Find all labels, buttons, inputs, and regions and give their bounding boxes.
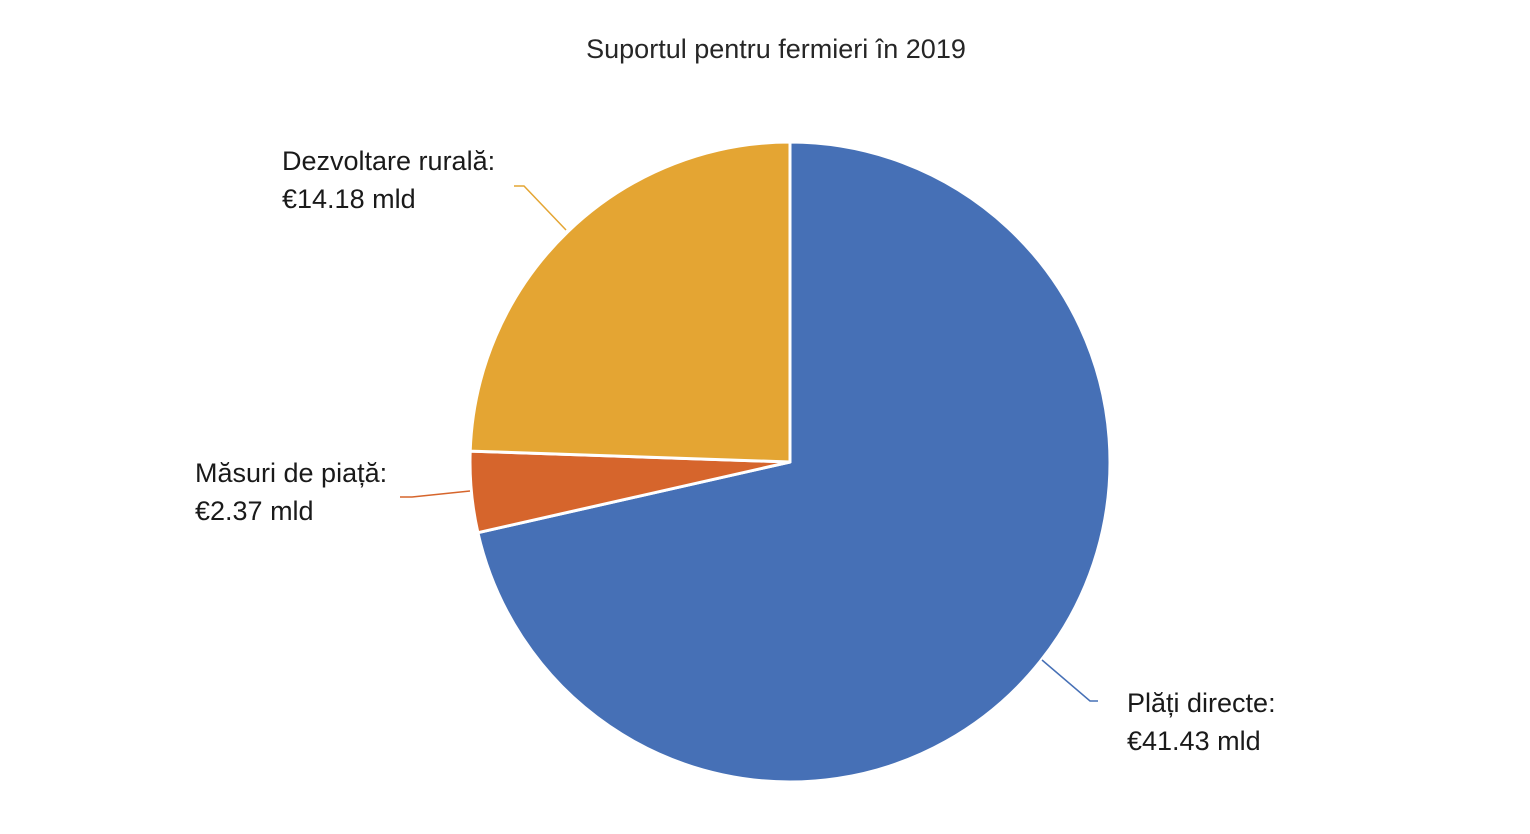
data-label-dezvoltare-rurala-category: Dezvoltare rurală: bbox=[282, 146, 495, 176]
leader-line-plati-directe bbox=[1041, 659, 1098, 702]
pie-slice-plati-directe bbox=[476, 140, 1112, 784]
data-label-masuri-de-piata-category: Măsuri de piață: bbox=[195, 458, 387, 488]
data-label-plati-directe: Plăți directe: €41.43 mld bbox=[1127, 688, 1276, 756]
leader-line-masuri-de-piata bbox=[400, 490, 471, 498]
leader-line-dezvoltare-rurala bbox=[514, 185, 567, 231]
data-label-plati-directe-category: Plăți directe: bbox=[1127, 688, 1276, 718]
data-label-masuri-de-piata: Măsuri de piață: €2.37 mld bbox=[195, 458, 387, 526]
chart-title: Suportul pentru fermieri în 2019 bbox=[586, 34, 966, 64]
data-label-plati-directe-value: €41.43 mld bbox=[1127, 726, 1261, 756]
pie-slice-dezvoltare-rurala bbox=[468, 140, 792, 464]
data-label-masuri-de-piata-value: €2.37 mld bbox=[195, 496, 314, 526]
data-label-dezvoltare-rurala: Dezvoltare rurală: €14.18 mld bbox=[282, 146, 495, 214]
data-label-dezvoltare-rurala-value: €14.18 mld bbox=[282, 184, 416, 214]
